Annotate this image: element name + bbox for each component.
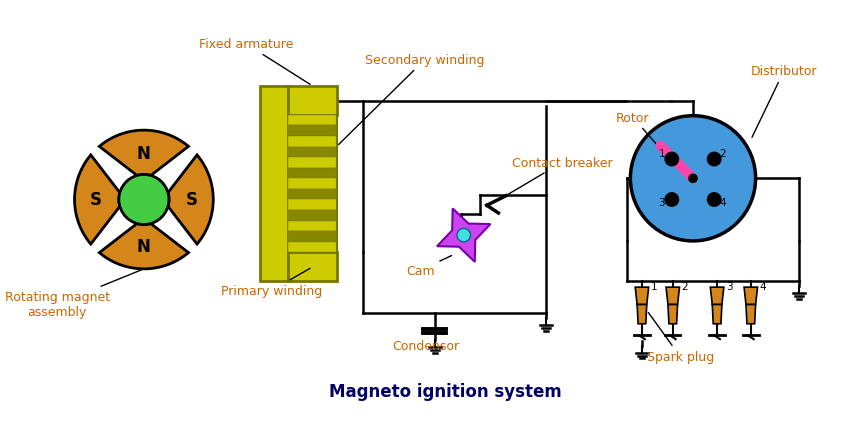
Polygon shape	[99, 131, 189, 176]
Polygon shape	[635, 288, 648, 305]
FancyBboxPatch shape	[288, 179, 336, 190]
Circle shape	[456, 229, 470, 242]
Text: N: N	[137, 237, 151, 255]
Polygon shape	[99, 224, 189, 269]
FancyBboxPatch shape	[288, 168, 336, 179]
FancyBboxPatch shape	[288, 137, 336, 147]
Text: Spark plug: Spark plug	[646, 313, 713, 363]
FancyBboxPatch shape	[288, 190, 336, 200]
Text: Distributor: Distributor	[750, 65, 816, 138]
FancyBboxPatch shape	[288, 253, 336, 282]
Text: 3: 3	[725, 282, 732, 291]
Text: 3: 3	[658, 198, 664, 208]
Circle shape	[687, 174, 697, 184]
FancyBboxPatch shape	[288, 158, 336, 168]
Text: S: S	[90, 191, 102, 209]
Circle shape	[707, 193, 720, 207]
FancyBboxPatch shape	[288, 232, 336, 242]
Circle shape	[629, 116, 755, 242]
Polygon shape	[636, 305, 646, 324]
Text: Condensor: Condensor	[392, 332, 459, 352]
FancyBboxPatch shape	[288, 147, 336, 158]
Polygon shape	[168, 155, 213, 245]
Polygon shape	[667, 305, 677, 324]
Text: Rotating magnet
assembly: Rotating magnet assembly	[4, 270, 141, 318]
FancyBboxPatch shape	[288, 86, 336, 115]
Text: Primary winding: Primary winding	[220, 269, 322, 297]
FancyBboxPatch shape	[288, 200, 336, 210]
Text: Fixed armature: Fixed armature	[199, 38, 310, 85]
Polygon shape	[711, 305, 721, 324]
FancyBboxPatch shape	[288, 221, 336, 232]
Text: 2: 2	[718, 149, 725, 159]
FancyBboxPatch shape	[259, 86, 288, 282]
Text: Magneto ignition system: Magneto ignition system	[329, 382, 561, 400]
Text: 4: 4	[759, 282, 765, 291]
Circle shape	[707, 153, 720, 167]
Text: Cam: Cam	[406, 256, 451, 277]
Text: N: N	[137, 145, 151, 163]
FancyBboxPatch shape	[288, 126, 336, 137]
Text: 2: 2	[681, 282, 687, 291]
Polygon shape	[437, 209, 490, 262]
Polygon shape	[709, 288, 723, 305]
Polygon shape	[745, 305, 755, 324]
Text: Rotor: Rotor	[616, 111, 671, 162]
Polygon shape	[666, 288, 678, 305]
Polygon shape	[743, 288, 757, 305]
Text: S: S	[186, 191, 198, 209]
Polygon shape	[75, 155, 120, 245]
Text: 4: 4	[718, 198, 725, 208]
Circle shape	[119, 175, 169, 225]
Text: Contact breaker: Contact breaker	[501, 156, 612, 199]
FancyBboxPatch shape	[288, 242, 336, 253]
Circle shape	[665, 153, 678, 167]
Circle shape	[665, 193, 678, 207]
Text: 1: 1	[650, 282, 656, 291]
Text: 1: 1	[658, 149, 664, 159]
FancyBboxPatch shape	[288, 210, 336, 221]
Text: Secondary winding: Secondary winding	[338, 54, 485, 145]
FancyBboxPatch shape	[288, 115, 336, 126]
